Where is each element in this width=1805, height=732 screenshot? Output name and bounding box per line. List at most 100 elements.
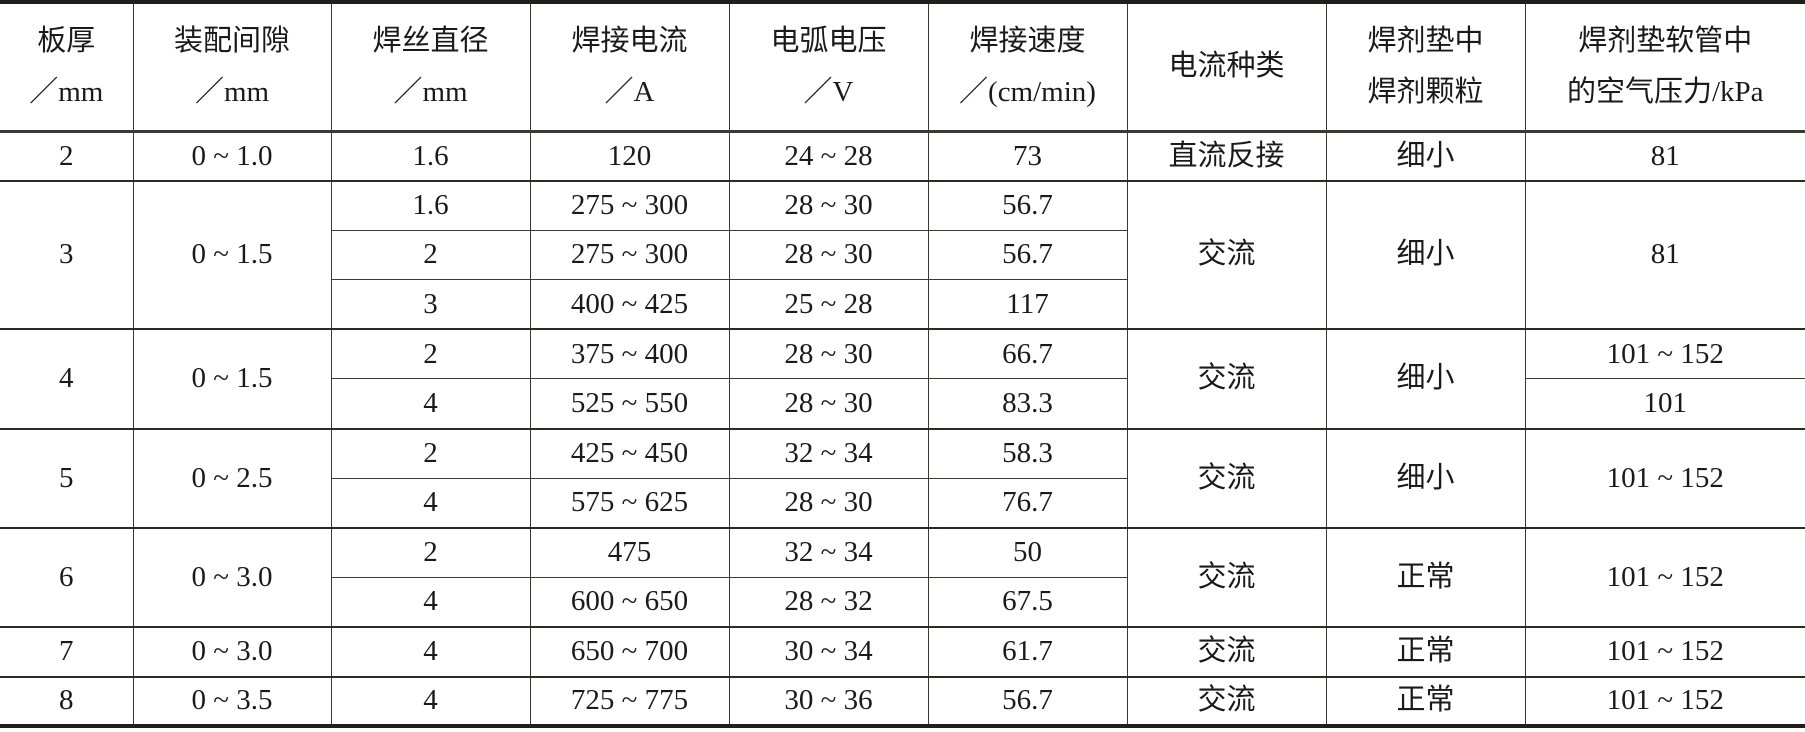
table-cell: 4 (330, 625, 531, 678)
column-header: 电弧电压 ／V (728, 1, 929, 133)
table-cell: 正常 (1325, 625, 1526, 678)
table-cell: 正常 (1325, 526, 1526, 628)
column-header: 焊丝直径 ／mm (330, 1, 531, 133)
table-cell: 28 ~ 30 (728, 229, 929, 281)
table-cell: 101 ~ 152 (1524, 675, 1805, 727)
column-header-line: ／mm (29, 75, 104, 108)
table-cell: 直流反接 (1126, 130, 1327, 182)
table-cell: 56.7 (927, 675, 1128, 727)
table-cell: 61.7 (927, 625, 1128, 678)
table-cell: 0 ~ 2.5 (132, 427, 332, 529)
column-header: 焊接电流 ／A (529, 1, 730, 133)
table-cell: 117 (927, 279, 1127, 330)
table-cell: 275 ~ 300 (529, 179, 730, 231)
table-cell: 28 ~ 30 (728, 477, 929, 529)
column-header-line: ／(cm/min) (959, 75, 1096, 108)
table-cell: 细小 (1325, 179, 1526, 330)
column-header-line: 装配间隙 (173, 24, 290, 57)
column-header-line: 板厚 (37, 24, 96, 57)
table-cell: 2 (330, 526, 531, 578)
table-cell: 28 ~ 30 (728, 378, 929, 430)
column-header: 焊剂垫软管中 的空气压力/kPa (1524, 1, 1805, 133)
table-cell: 28 ~ 30 (728, 179, 929, 231)
table-cell: 25 ~ 28 (728, 279, 929, 330)
table-cell: 101 ~ 152 (1524, 328, 1805, 380)
table-cell: 2 (331, 229, 531, 281)
table-cell: 30 ~ 34 (728, 625, 929, 678)
column-header-line: 焊剂垫中 (1367, 24, 1484, 57)
column-header: 装配间隙 ／mm (132, 1, 332, 133)
table-cell: 细小 (1325, 328, 1526, 430)
table-cell: 525 ~ 550 (529, 378, 730, 430)
table-cell: 正常 (1325, 675, 1526, 727)
table-cell: 3 (0, 179, 134, 330)
column-header-line: ／A (604, 75, 655, 108)
table-cell: 细小 (1325, 130, 1526, 182)
table-cell: 2 (0, 130, 134, 182)
table-cell: 0 ~ 1.5 (132, 179, 332, 330)
column-header-line: ／V (803, 75, 854, 108)
table-cell: 73 (927, 130, 1128, 182)
column-header-line: 焊接电流 (571, 24, 688, 57)
column-header-line: 电流种类 (1168, 50, 1285, 83)
table-row: 3 400 ~ 425 25 ~ 28 117 (0, 279, 1805, 330)
table-cell: 56.7 (927, 179, 1128, 231)
table-cell: 1.6 (330, 179, 531, 231)
table-cell: 4 (331, 378, 531, 430)
table-cell: 101 ~ 152 (1524, 625, 1805, 678)
table-cell: 56.7 (927, 229, 1127, 281)
table-cell: 3 (331, 279, 531, 330)
table-cell: 275 ~ 300 (529, 229, 730, 281)
table-cell: 50 (927, 526, 1128, 578)
table-cell: 0 ~ 3.5 (132, 675, 332, 727)
table-cell: 4 (331, 576, 531, 628)
column-header: 板厚 ／mm (0, 1, 134, 133)
table-cell: 28 ~ 32 (728, 576, 929, 628)
table-cell: 32 ~ 34 (728, 427, 929, 479)
header-row: 板厚 ／mm 装配间隙 ／mm 焊丝直径 ／mm 焊接电流 ／A 电弧电压 ／V 焊接速度 ／(cm/… (0, 1, 1805, 133)
column-header-line: 焊剂垫软管中 (1578, 24, 1753, 57)
table-cell: 5 (0, 427, 134, 529)
column-header: 电流种类 (1126, 1, 1327, 133)
table-cell: 375 ~ 400 (529, 328, 730, 380)
table-cell: 650 ~ 700 (529, 625, 730, 678)
table-cell: 细小 (1325, 427, 1526, 529)
table-cell: 81 (1524, 130, 1805, 182)
table-cell: 425 ~ 450 (529, 427, 730, 479)
table-cell: 0 ~ 1.5 (132, 328, 332, 430)
table-cell: 66.7 (927, 328, 1128, 380)
table-cell: 120 (529, 130, 730, 182)
table-cell: 2 (330, 328, 531, 380)
table-cell: 67.5 (927, 576, 1127, 628)
table-cell: 76.7 (927, 477, 1127, 529)
table-cell: 交流 (1126, 328, 1327, 430)
table-cell: 58.3 (927, 427, 1128, 479)
table-cell: 575 ~ 625 (529, 477, 730, 529)
table-cell: 475 (529, 526, 730, 578)
table-cell: 7 (0, 625, 134, 678)
table-cell: 2 (330, 427, 531, 479)
table-cell: 交流 (1126, 625, 1327, 678)
table-cell: 81 (1524, 179, 1805, 330)
table-cell: 4 (330, 675, 531, 727)
column-header-line: 焊剂颗粒 (1367, 75, 1484, 108)
table-cell: 101 ~ 152 (1524, 526, 1805, 628)
table-cell: 30 ~ 36 (728, 675, 929, 727)
column-header-line: ／mm (194, 75, 270, 108)
table-cell: 28 ~ 30 (728, 328, 929, 380)
table-cell: 32 ~ 34 (728, 526, 929, 578)
table-cell: 4 (331, 477, 531, 529)
table-cell: 交流 (1126, 427, 1327, 529)
column-header-line: 焊丝直径 (372, 24, 489, 57)
column-header-line: 焊接速度 (969, 24, 1086, 57)
column-header: 焊接速度 ／(cm/min) (927, 1, 1128, 133)
table-cell: 725 ~ 775 (529, 675, 730, 727)
table-cell: 0 ~ 3.0 (132, 526, 332, 628)
